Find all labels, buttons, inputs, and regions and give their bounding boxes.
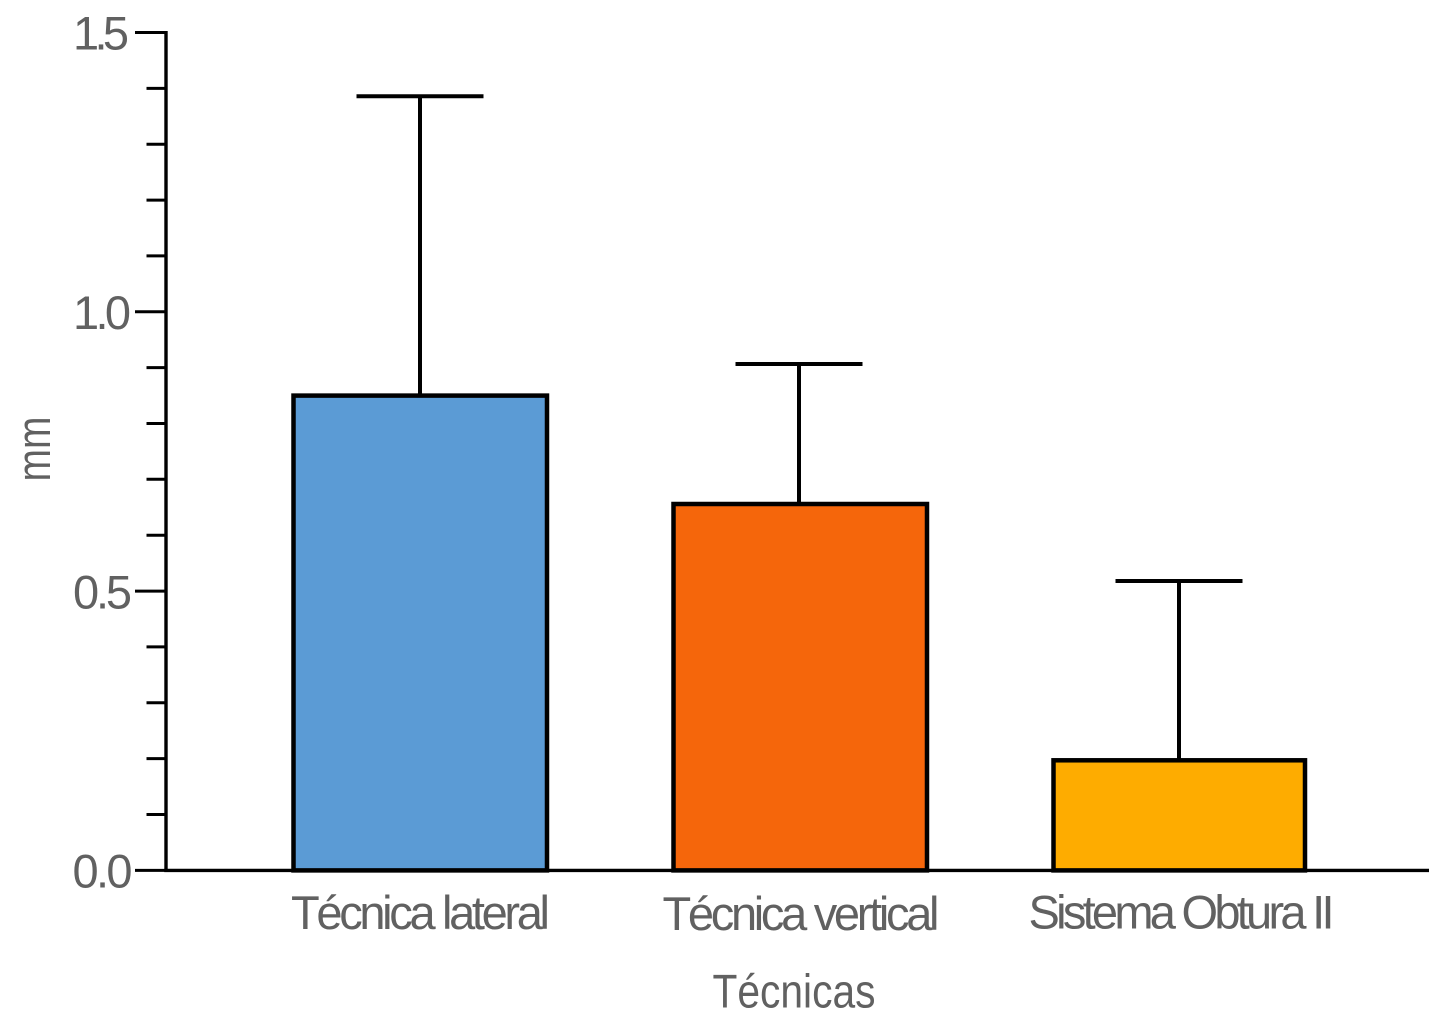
svg-text:1.0: 1.0 (73, 286, 131, 339)
svg-text:Sistema Obtura II: Sistema Obtura II (1029, 886, 1335, 939)
svg-text:1.5: 1.5 (73, 7, 129, 60)
svg-text:Técnica lateral: Técnica lateral (291, 886, 550, 939)
svg-text:0.5: 0.5 (73, 565, 132, 618)
svg-text:Técnica vertical: Técnica vertical (663, 887, 940, 940)
svg-text:0.0: 0.0 (73, 845, 133, 898)
svg-text:mm: mm (7, 417, 60, 482)
svg-text:Técnicas: Técnicas (713, 964, 876, 1017)
